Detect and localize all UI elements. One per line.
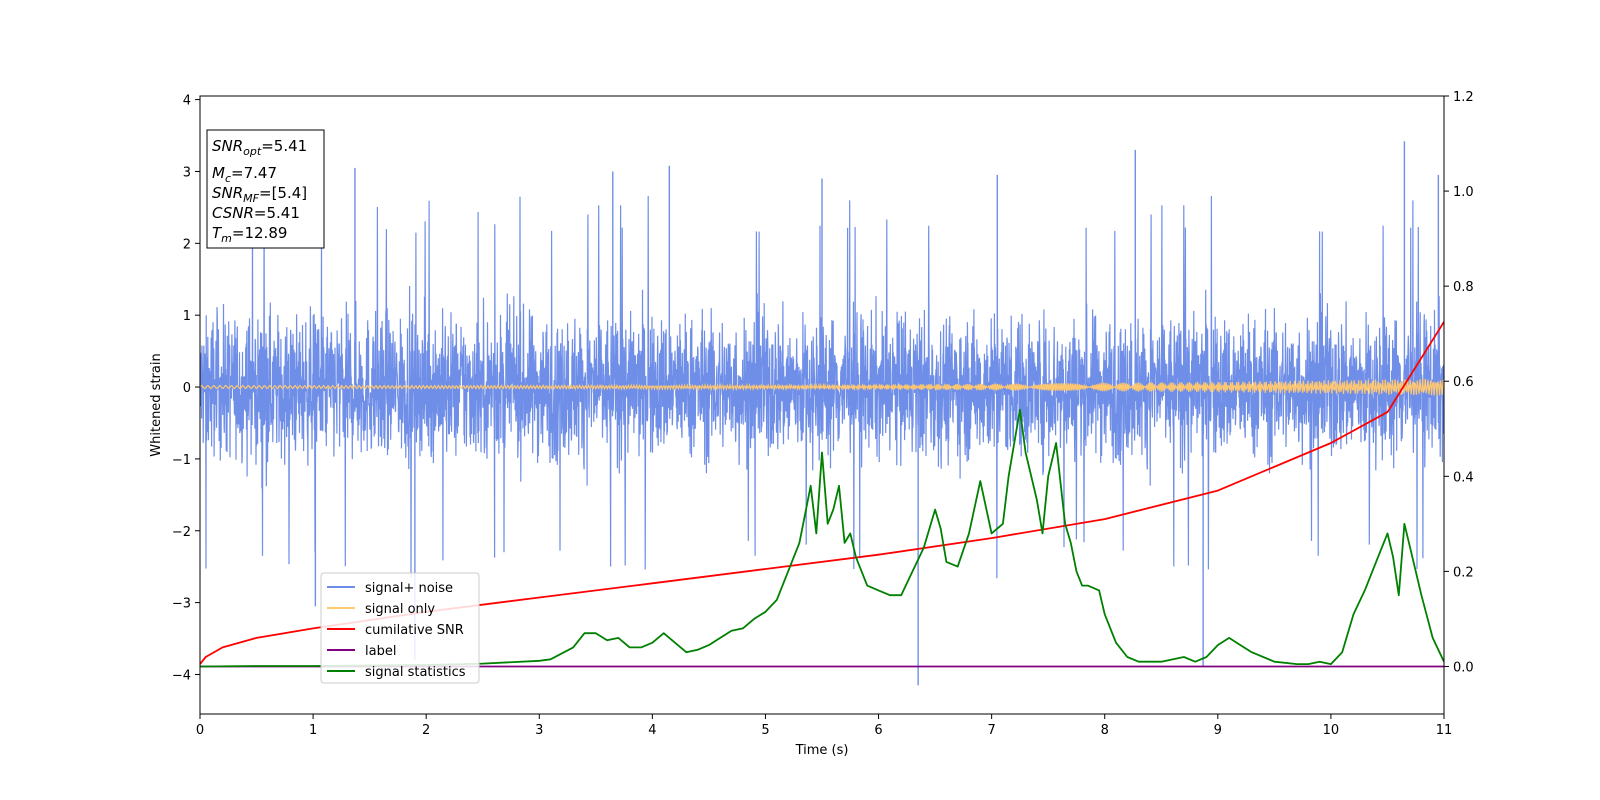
x-tick-label: 9 [1214, 723, 1222, 738]
series-signal-statistics [200, 408, 1444, 668]
info-csnr: CSNR=5.41 [212, 204, 300, 222]
info-mc-base: M [212, 164, 225, 182]
info-tm: Tm=12.89 [212, 224, 287, 245]
y-left-tick-label: −3 [172, 597, 191, 612]
x-axis-label: Time (s) [795, 743, 849, 758]
info-csnr-base: CSNR [212, 204, 254, 222]
legend-label: cumilative SNR [365, 623, 464, 638]
y-left-tick-label: 2 [183, 237, 191, 252]
x-tick-label: 5 [761, 723, 769, 738]
info-csnr-value: =5.41 [254, 204, 300, 222]
info-tm-base: T [212, 224, 223, 242]
y-right-tick-label: 0.0 [1453, 660, 1474, 675]
info-snr-opt: SNRopt=5.41 [212, 137, 307, 158]
x-tick-label: 10 [1323, 723, 1340, 738]
y-left-tick-label: −4 [172, 668, 191, 683]
y-right-tick-label: 0.8 [1453, 280, 1474, 295]
info-tm-sub: m [221, 232, 232, 245]
y-axis-label-left: Whitened strain [149, 353, 164, 456]
info-snr-opt-base: SNR [212, 137, 243, 155]
y-left-tick-label: −2 [172, 525, 191, 540]
x-tick-label: 4 [648, 723, 656, 738]
info-tm-value: =12.89 [232, 224, 288, 242]
y-right-tick-label: 0.4 [1453, 470, 1474, 485]
y-axis-right: 0.0 0.2 0.4 0.6 0.8 1.0 1.2 [1444, 90, 1474, 675]
legend-label: signal only [365, 602, 435, 617]
y-left-tick-label: −1 [172, 453, 191, 468]
legend-label: signal+ noise [365, 581, 453, 596]
info-snr-mf-sub: MF [243, 192, 259, 205]
y-right-tick-label: 0.2 [1453, 565, 1474, 580]
legend-label: signal statistics [365, 665, 466, 680]
y-right-tick-label: 0.6 [1453, 375, 1474, 390]
y-right-tick-label: 1.2 [1453, 90, 1474, 105]
series-cumulative-snr [200, 321, 1444, 665]
info-mc-sub: c [225, 172, 231, 185]
x-tick-label: 7 [987, 723, 995, 738]
legend-frame [320, 572, 480, 684]
info-snr-opt-value: =5.41 [261, 137, 307, 155]
info-snr-mf-value: =[5.4] [259, 184, 307, 202]
legend-label: label [365, 644, 396, 659]
info-snr-mf: SNRMF=[5.4] [212, 184, 307, 205]
y-axis-left: −4 −3 −2 −1 0 1 2 3 4 [172, 94, 200, 683]
x-tick-label: 3 [535, 723, 543, 738]
y-left-tick-label: 0 [183, 381, 191, 396]
x-tick-label: 8 [1101, 723, 1109, 738]
x-tick-label: 2 [422, 723, 430, 738]
info-box-frame [206, 129, 325, 249]
y-left-tick-label: 3 [183, 165, 191, 180]
x-tick-label: 0 [196, 723, 204, 738]
y-left-tick-label: 1 [183, 309, 191, 324]
series-signal-only [200, 378, 1444, 396]
info-snr-mf-base: SNR [212, 184, 243, 202]
info-mc: Mc=7.47 [212, 164, 277, 185]
x-tick-label: 6 [874, 723, 882, 738]
y-left-tick-label: 4 [183, 94, 191, 109]
x-axis: 0 1 2 3 4 5 6 7 8 9 10 11 [196, 714, 1452, 738]
plot-frame [199, 95, 1445, 715]
series-signal-noise [200, 194, 1444, 579]
y-right-tick-label: 1.0 [1453, 185, 1474, 200]
info-box: SNRopt=5.41 Mc=7.47 SNRMF=[5.4] CSNR=5.4… [206, 129, 325, 249]
x-tick-label: 1 [309, 723, 317, 738]
x-tick-label: 11 [1436, 723, 1453, 738]
info-mc-value: =7.47 [231, 164, 277, 182]
info-snr-opt-sub: opt [243, 145, 262, 158]
legend: signal+ noise signal only cumilative SNR la… [320, 572, 480, 684]
